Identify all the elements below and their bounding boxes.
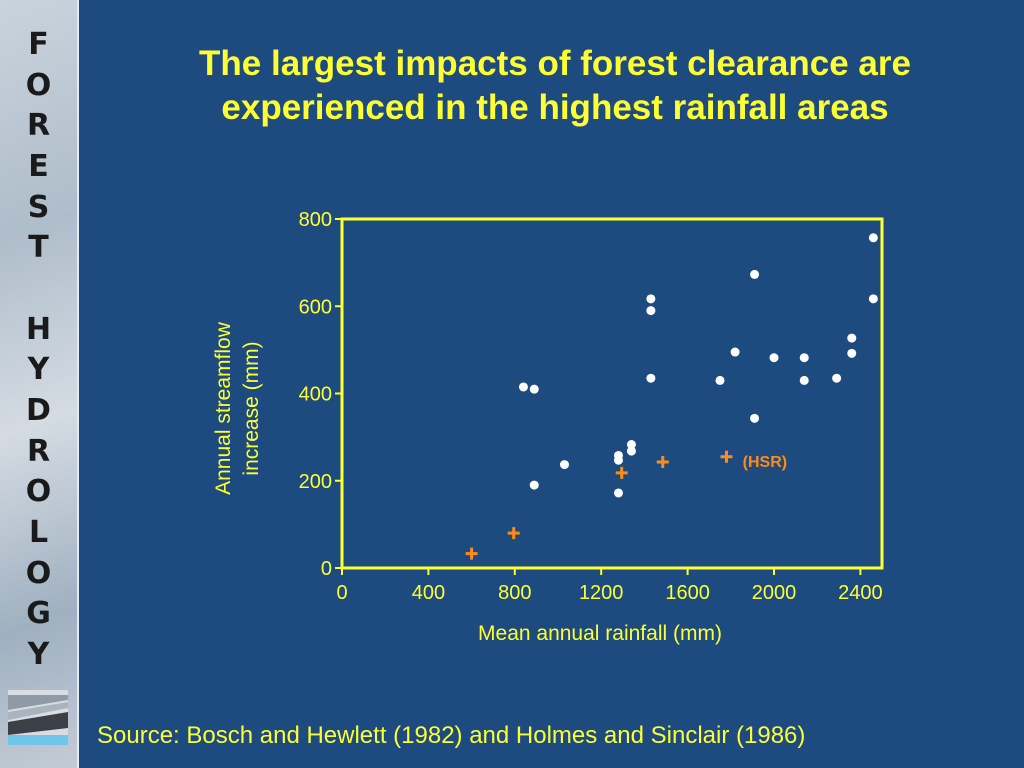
x-tick-label: 800 — [498, 582, 531, 604]
sidebar-letter: R — [26, 108, 51, 144]
data-point — [799, 375, 809, 385]
x-tick-label: 1200 — [579, 582, 624, 604]
y-tick-label: 0 — [321, 558, 332, 580]
data-point — [832, 373, 842, 383]
hsr-data-point — [720, 450, 733, 463]
y-tick-label: 600 — [299, 296, 332, 318]
sidebar-letter: O — [25, 555, 52, 591]
y-tick-label: 200 — [299, 471, 332, 493]
y-axis-label: increase (mm) — [240, 341, 263, 475]
data-point — [529, 480, 539, 490]
x-tick-label: 0 — [336, 582, 347, 604]
sidebar-letter: O — [25, 474, 52, 510]
data-point — [518, 382, 528, 392]
sidebar-letter: Y — [27, 352, 50, 388]
slide-title-line-1: The largest impacts of forest clearance … — [199, 44, 911, 83]
x-tick-label: 400 — [412, 582, 445, 604]
sidebar-letter: S — [27, 189, 50, 225]
data-point — [626, 446, 636, 456]
data-point — [715, 375, 725, 385]
sidebar-letter: Y — [27, 636, 50, 672]
forest-hydrology-logo-icon — [8, 690, 68, 745]
data-point — [626, 440, 636, 450]
y-axis-label: Annual streamflow — [212, 321, 235, 495]
slide-title-line-2: experienced in the highest rainfall area… — [221, 88, 889, 127]
hsr-data-point — [615, 466, 628, 479]
y-tick-label: 800 — [299, 209, 332, 231]
scatter-chart: 0 400 800 1200 1600 2000 2400 0 200 400 600 800 Mean… — [212, 209, 884, 645]
slide-title: The largest impacts of forest clearance … — [110, 42, 1000, 130]
x-tick-label: 2400 — [838, 582, 883, 604]
sidebar-letter: D — [26, 392, 51, 428]
data-point — [769, 353, 779, 363]
sidebar-letter: H — [25, 311, 52, 347]
data-point — [613, 488, 623, 498]
data-point — [529, 384, 539, 394]
data-point — [847, 348, 857, 358]
data-point — [847, 333, 857, 343]
source-citation: Source: Bosch and Hewlett (1982) and Hol… — [97, 722, 806, 749]
plot-frame — [340, 217, 884, 570]
data-point — [646, 294, 656, 304]
data-point — [613, 455, 623, 465]
hsr-annotation: (HSR) — [743, 454, 787, 471]
data-point — [799, 353, 809, 363]
hsr-data-point — [656, 455, 669, 468]
y-tick-label: 400 — [299, 384, 332, 406]
data-point — [750, 413, 760, 423]
data-point — [750, 269, 760, 279]
hsr-data-point — [507, 527, 520, 540]
sidebar-letter: F — [28, 27, 49, 62]
data-point — [730, 347, 740, 357]
data-point — [646, 306, 656, 316]
sidebar-letter: R — [26, 433, 51, 469]
sidebar-letter: G — [26, 596, 51, 632]
x-tick-label: 1600 — [665, 582, 710, 604]
data-point — [559, 460, 569, 470]
hsr-data-point — [465, 547, 478, 560]
data-point — [646, 373, 656, 383]
sidebar-letter: T — [28, 230, 49, 266]
sidebar-letter: L — [28, 514, 49, 550]
data-point — [868, 233, 878, 243]
data-point — [868, 294, 878, 304]
sidebar-letter: E — [28, 148, 49, 184]
x-tick-label: 2000 — [752, 582, 797, 604]
x-axis-label: Mean annual rainfall (mm) — [478, 622, 722, 645]
sidebar-letter: O — [25, 67, 52, 103]
